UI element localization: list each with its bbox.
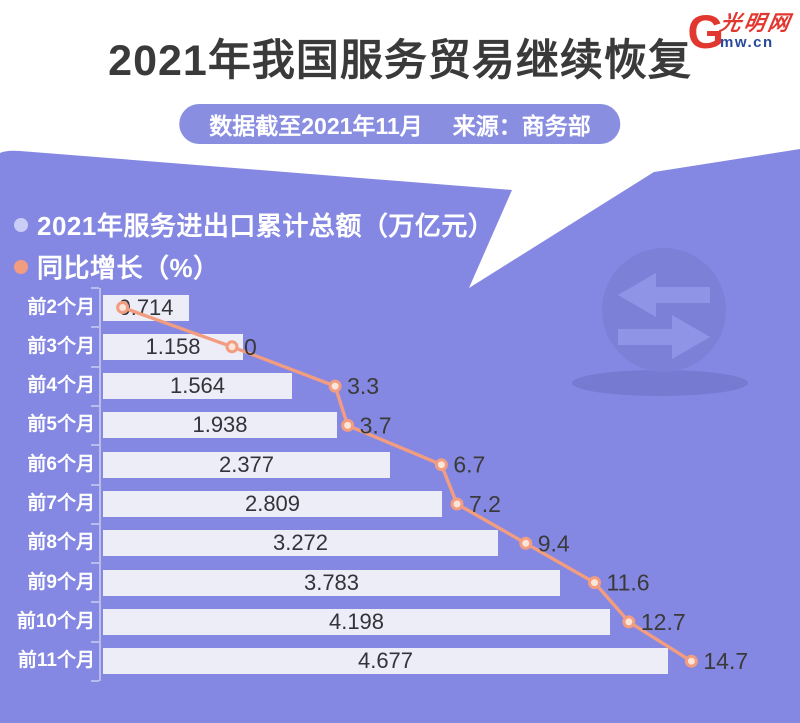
category-label: 前8个月 (27, 532, 95, 554)
line-point-label: 14.7 (703, 648, 748, 674)
bar: 4.198 (103, 608, 610, 635)
category-label: 前5个月 (27, 414, 95, 436)
legend-item-bar-series: 2021年服务进出口累计总额（万亿元） (14, 206, 494, 243)
legend-dot-line-icon (14, 259, 28, 274)
category-label: 前10个月 (16, 610, 95, 632)
axis-tick (91, 601, 99, 604)
bar: 0.714 (103, 294, 189, 321)
chart-legend: 2021年服务进出口累计总额（万亿元） 同比增长（%） (14, 206, 494, 290)
bar: 1.564 (103, 373, 292, 400)
line-point-label: 3.3 (347, 373, 379, 399)
bar: 4.677 (103, 648, 668, 675)
bar-value-label: 4.198 (328, 608, 385, 634)
bar-value-label: 3.272 (272, 530, 329, 556)
legend-dot-bar-icon (14, 217, 28, 232)
category-label: 前2个月 (27, 296, 95, 318)
legend-label-line-series: 同比增长（%） (37, 253, 220, 283)
badge-date-note: 数据截至2021年11月 (209, 113, 423, 139)
bar: 1.938 (103, 412, 337, 439)
line-point-label: 12.7 (641, 609, 686, 635)
line-point-marker (434, 458, 448, 472)
axis-tick (91, 483, 99, 486)
category-label: 前4个月 (27, 375, 95, 397)
category-label: 前3个月 (27, 335, 95, 357)
gmw-logo: G 光明网 mw.cn (687, 5, 794, 58)
legend-item-line-series: 同比增长（%） (14, 248, 494, 285)
line-point-label: 9.4 (538, 530, 570, 556)
axis-tick (91, 365, 99, 368)
logo-domain: mw.cn (720, 34, 774, 51)
line-point-label: 0 (244, 334, 257, 360)
page-title: 2021年我国服务贸易继续恢复 (108, 37, 692, 85)
axis-tick (91, 404, 99, 407)
legend-label-bar-series: 2021年服务进出口累计总额（万亿元） (37, 211, 495, 241)
category-label: 前7个月 (27, 493, 95, 514)
bar-value-label: 4.677 (357, 648, 414, 674)
logo-text-column: 光明网 mw.cn (718, 12, 794, 51)
axis-tick (91, 326, 99, 329)
category-label: 前11个月 (17, 650, 95, 672)
line-point-marker (341, 418, 355, 432)
line-point-marker (519, 536, 533, 550)
line-point-label: 11.6 (607, 570, 650, 596)
axis-tick (91, 562, 99, 565)
axis-tick (91, 640, 99, 643)
axis-tick (91, 444, 99, 447)
line-point-marker (450, 497, 464, 511)
bar-value-label: 1.938 (192, 412, 248, 438)
bar-value-label: 1.564 (169, 373, 226, 399)
bar: 3.272 (103, 530, 498, 557)
line-point-marker (588, 576, 601, 590)
bar-value-label: 2.809 (244, 491, 301, 516)
bar-value-label: 3.783 (303, 569, 360, 595)
bar-value-label: 2.377 (218, 451, 275, 477)
bar: 3.783 (103, 569, 560, 596)
data-note-badge: 数据截至2021年11月 来源：商务部 (179, 104, 621, 144)
category-label: 前6个月 (27, 453, 95, 475)
logo-g-mark: G (687, 5, 724, 58)
line-point-label: 3.7 (360, 412, 392, 438)
line-point-label: 6.7 (453, 452, 485, 478)
line-point-marker (622, 615, 636, 629)
line-point-marker (684, 654, 698, 668)
category-label: 前9个月 (27, 571, 95, 593)
y-axis-line (99, 288, 101, 681)
bar-value-label: 0.714 (118, 294, 174, 320)
bar: 2.809 (103, 491, 442, 517)
axis-tick (91, 287, 99, 289)
axis-tick (91, 522, 99, 525)
line-point-marker (328, 379, 342, 393)
bar: 1.158 (103, 333, 243, 360)
bar-value-label: 1.158 (145, 333, 201, 359)
bar: 2.377 (103, 451, 390, 478)
line-point-label: 7.2 (469, 491, 501, 517)
axis-tick (91, 680, 99, 682)
badge-source-note: 来源：商务部 (452, 113, 591, 139)
